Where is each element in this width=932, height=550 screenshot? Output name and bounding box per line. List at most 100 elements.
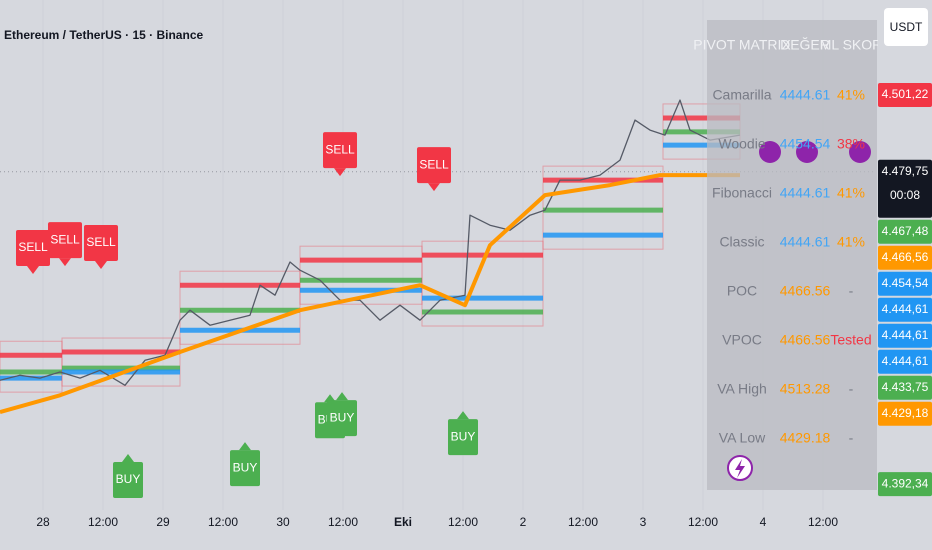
bolt	[735, 459, 745, 478]
table-header: PIVOT MATRIX	[693, 37, 791, 53]
signal-label: BUY	[330, 410, 355, 424]
x-tick-label: 12:00	[448, 515, 478, 529]
row-value: 4444.61	[780, 87, 831, 103]
row-value: 4444.61	[780, 234, 831, 250]
signal-box	[48, 222, 82, 259]
row-score: -	[849, 430, 854, 446]
price-tag-label: 4.429,18	[882, 406, 929, 420]
price-tag-label: 4.479,75	[882, 164, 929, 178]
signal-pointer	[428, 183, 440, 192]
currency-button[interactable]	[884, 8, 928, 46]
x-tick-label: 12:00	[688, 515, 718, 529]
price-tag	[878, 323, 932, 348]
signal-pointer	[334, 168, 346, 177]
x-tick-label: Eki	[394, 515, 412, 529]
table-header: DEĞER	[780, 37, 830, 53]
price-tag	[878, 82, 932, 107]
price-tags: USDT 4.501,22 4.479,75 00:08 4.467,48 4.466,…	[878, 8, 932, 497]
price-tag-label: 4.433,75	[882, 380, 929, 394]
row-score: 38%	[837, 136, 865, 152]
table-panel	[707, 20, 877, 490]
zone-box	[421, 240, 544, 327]
price-tag	[878, 349, 932, 374]
currency[interactable]: USDT	[890, 20, 923, 34]
signal-box	[448, 419, 478, 456]
price-tag-label: 4.444,61	[882, 328, 929, 342]
price-line	[0, 173, 740, 415]
row-value: 4444.61	[780, 185, 831, 201]
price-tag-label: 4.392,34	[882, 476, 929, 490]
row-score: 41%	[837, 87, 865, 103]
signal-label: SELL	[86, 235, 116, 249]
row-score: 41%	[837, 185, 865, 201]
row-name: Fibonacci	[712, 185, 772, 201]
x-tick-label: 29	[156, 515, 170, 529]
signal-box	[230, 450, 260, 487]
x-tick-label: 28	[36, 515, 50, 529]
table-header: ML SKOR	[820, 37, 883, 53]
zone-box	[542, 165, 664, 250]
price-tag	[878, 375, 932, 400]
signal-label: SELL	[419, 157, 449, 171]
signal-pointer	[457, 411, 469, 420]
price-tag	[878, 219, 932, 244]
signal-label: SELL	[50, 232, 80, 246]
row-value: 4454.54	[780, 136, 831, 152]
signal-pointer	[59, 258, 71, 267]
price-tag-label: 4.444,61	[882, 354, 929, 368]
x-tick-label: 3	[640, 515, 647, 529]
x-tick-label: 4	[760, 515, 767, 529]
signal-pointer	[122, 453, 134, 462]
signal-box	[113, 461, 143, 498]
x-tick-label: 30	[276, 515, 290, 529]
price-tag-label: 4.467,48	[882, 224, 929, 238]
signal-box	[327, 400, 357, 437]
signal-box	[84, 225, 118, 262]
x-tick-label: 12:00	[328, 515, 358, 529]
row-name: Classic	[719, 234, 764, 250]
signal-box	[16, 230, 50, 267]
signal-box	[417, 147, 451, 184]
row-score: 41%	[837, 234, 865, 250]
x-tick-label: 12:00	[568, 515, 598, 529]
price-tag	[878, 245, 932, 270]
signal-box	[323, 132, 357, 169]
row-value: 4466.56	[780, 332, 831, 348]
row-value: 4429.18	[780, 430, 831, 446]
signal-pointer	[27, 266, 39, 275]
pivot-dot	[759, 141, 781, 163]
zone-box	[61, 337, 181, 387]
x-axis-bg	[0, 510, 878, 550]
price-tag-time: 00:08	[890, 188, 920, 202]
signal-label: SELL	[325, 142, 355, 156]
row-score: Tested	[830, 332, 871, 348]
row-value: 4513.28	[780, 381, 831, 397]
price-tag	[878, 271, 932, 296]
price-tag	[878, 401, 932, 426]
x-tick-label: 12:00	[208, 515, 238, 529]
price-tag	[878, 297, 932, 322]
price-tag	[878, 472, 932, 497]
signal-pointer	[239, 442, 251, 451]
signal-label: BUY	[116, 472, 141, 486]
x-axis: 28 12:00 29 12:00 30 12:00 Eki 12:00 2 12:00 3 12:0…	[36, 515, 838, 529]
price-tag-label: 4.454,54	[882, 276, 929, 290]
pivot-dot	[796, 141, 818, 163]
signal-label: BUY	[233, 460, 258, 474]
price-tag-label: 4.444,61	[882, 302, 929, 316]
price-tag-label: 4.501,22	[882, 87, 929, 101]
signal-pointer	[336, 392, 348, 401]
row-name: Woodie	[718, 136, 765, 152]
zone-box	[299, 245, 423, 305]
row-name: POC	[727, 283, 757, 299]
x-tick-label: 12:00	[88, 515, 118, 529]
row-name: VPOC	[722, 332, 762, 348]
price-lines	[0, 99, 741, 415]
pivot-dot	[849, 141, 871, 163]
price-tag-label: 4.466,56	[882, 250, 929, 264]
row-name: VA High	[717, 381, 767, 397]
x-tick-label: 2	[520, 515, 527, 529]
